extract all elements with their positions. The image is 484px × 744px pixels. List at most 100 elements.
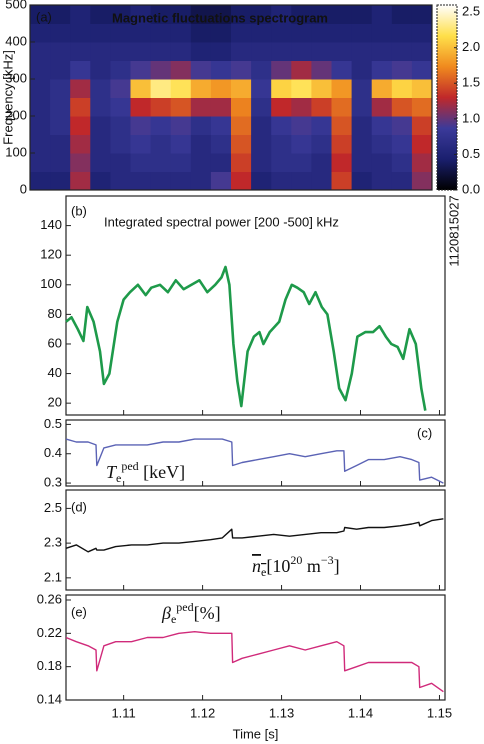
heatmap-cell xyxy=(130,60,152,80)
heatmap-cell xyxy=(90,171,111,191)
heatmap-cell xyxy=(70,116,91,135)
heatmap-cell xyxy=(50,116,71,135)
heatmap-cell xyxy=(50,23,71,43)
data-line xyxy=(65,265,427,411)
heatmap-cell xyxy=(170,97,192,117)
heatmap-cell xyxy=(70,171,91,191)
annotation-part: [%] xyxy=(194,603,221,623)
heatmap-cell xyxy=(351,97,373,117)
heatmap-cell xyxy=(70,79,91,98)
heatmap-cell xyxy=(30,171,51,191)
heatmap-cell xyxy=(130,97,152,117)
heatmap-cell xyxy=(251,5,272,24)
annotation-part: e xyxy=(261,565,266,579)
heatmap-cell xyxy=(271,153,292,172)
heatmap-cell xyxy=(291,116,312,135)
heatmap-cell xyxy=(231,97,252,117)
frame xyxy=(65,489,446,591)
heatmap-cell xyxy=(210,79,232,98)
heatmap-cell xyxy=(291,97,312,117)
y-tick-label: 400 xyxy=(5,33,27,48)
y-tick-label: 2.1 xyxy=(44,569,62,584)
heatmap-cell xyxy=(411,171,433,191)
heatmap-cell xyxy=(371,171,393,191)
y-tick-label: 2.5 xyxy=(44,500,62,515)
heatmap-cell xyxy=(271,134,292,154)
heatmap-cell xyxy=(30,116,51,135)
heatmap-cell xyxy=(271,171,292,191)
heatmap-cell xyxy=(30,97,51,117)
panel-label: (d) xyxy=(71,499,87,514)
panel-label: (a) xyxy=(36,9,52,24)
heatmap-cell xyxy=(271,5,292,24)
heatmap-cell xyxy=(311,171,332,191)
x-tick-label: 1.12 xyxy=(190,705,215,720)
heatmap-cell xyxy=(170,153,192,172)
heatmap-cell xyxy=(311,97,332,117)
heatmap-cell xyxy=(351,23,373,43)
heatmap-cell xyxy=(251,60,272,80)
heatmap-cell xyxy=(231,5,252,24)
heatmap-cell xyxy=(90,79,111,98)
heatmap-cell xyxy=(391,79,413,98)
heatmap-cell xyxy=(271,97,292,117)
heatmap-cell xyxy=(271,60,292,80)
heatmap-cell xyxy=(170,116,192,135)
heatmap-cell xyxy=(150,97,172,117)
annotation: βeped[%] xyxy=(161,600,221,626)
heatmap-cell xyxy=(210,171,232,191)
heatmap-cell xyxy=(210,23,232,43)
heatmap-cell xyxy=(110,79,131,98)
heatmap-cell xyxy=(110,60,131,80)
heatmap-cell xyxy=(231,134,252,154)
colorbar-tick-label: 0.5 xyxy=(462,146,480,161)
heatmap-cell xyxy=(371,23,393,43)
heatmap-cell xyxy=(90,42,111,61)
heatmap-cell xyxy=(70,153,91,172)
heatmap-cell xyxy=(210,116,232,135)
heatmap-cell xyxy=(90,23,111,43)
heatmap-cell xyxy=(371,97,393,117)
heatmap-cell xyxy=(411,116,433,135)
annotation: ne[1020 m−3] xyxy=(252,553,340,579)
colorbar-tick-label: 2.5 xyxy=(462,4,480,19)
heatmap-cell xyxy=(150,134,172,154)
heatmap-cell xyxy=(391,153,413,172)
data-line xyxy=(65,438,444,484)
annotation-part: T xyxy=(106,462,118,482)
annotation-part: e xyxy=(116,471,121,485)
chart-title: Magnetic fluctuations spectrogram xyxy=(112,10,328,25)
heatmap-cell xyxy=(231,153,252,172)
heatmap-cell xyxy=(371,116,393,135)
heatmap-cell xyxy=(351,171,373,191)
heatmap-cell xyxy=(411,42,433,61)
heatmap-cell xyxy=(30,23,51,43)
heatmap-cell xyxy=(90,134,111,154)
heatmap-cell xyxy=(331,153,353,172)
heatmap-cell xyxy=(291,79,312,98)
heatmap-cell xyxy=(231,116,252,135)
y-tick-label: 300 xyxy=(5,70,27,85)
heatmap-cell xyxy=(411,60,433,80)
heatmap-cell xyxy=(170,79,192,98)
heatmap-cell xyxy=(50,42,71,61)
heatmap-cell xyxy=(311,60,332,80)
heatmap-cell xyxy=(291,134,312,154)
heatmap-cell xyxy=(411,153,433,172)
heatmap-cell xyxy=(391,97,413,117)
heatmap-cell xyxy=(50,153,71,172)
heatmap-cell xyxy=(311,153,332,172)
x-axis-label: Time [s] xyxy=(233,726,279,741)
heatmap-cell xyxy=(251,171,272,191)
frame xyxy=(29,4,433,191)
heatmap-cell xyxy=(170,171,192,191)
heatmap-cell xyxy=(190,60,212,80)
heatmap-cell xyxy=(110,23,131,43)
heatmap-cell xyxy=(130,79,152,98)
heatmap-cell xyxy=(371,134,393,154)
y-tick-label: 0.3 xyxy=(44,475,62,490)
heatmap-cell xyxy=(170,134,192,154)
heatmap-cell xyxy=(110,171,131,191)
x-tick-label: 1.13 xyxy=(269,705,294,720)
heatmap-cell xyxy=(331,171,353,191)
